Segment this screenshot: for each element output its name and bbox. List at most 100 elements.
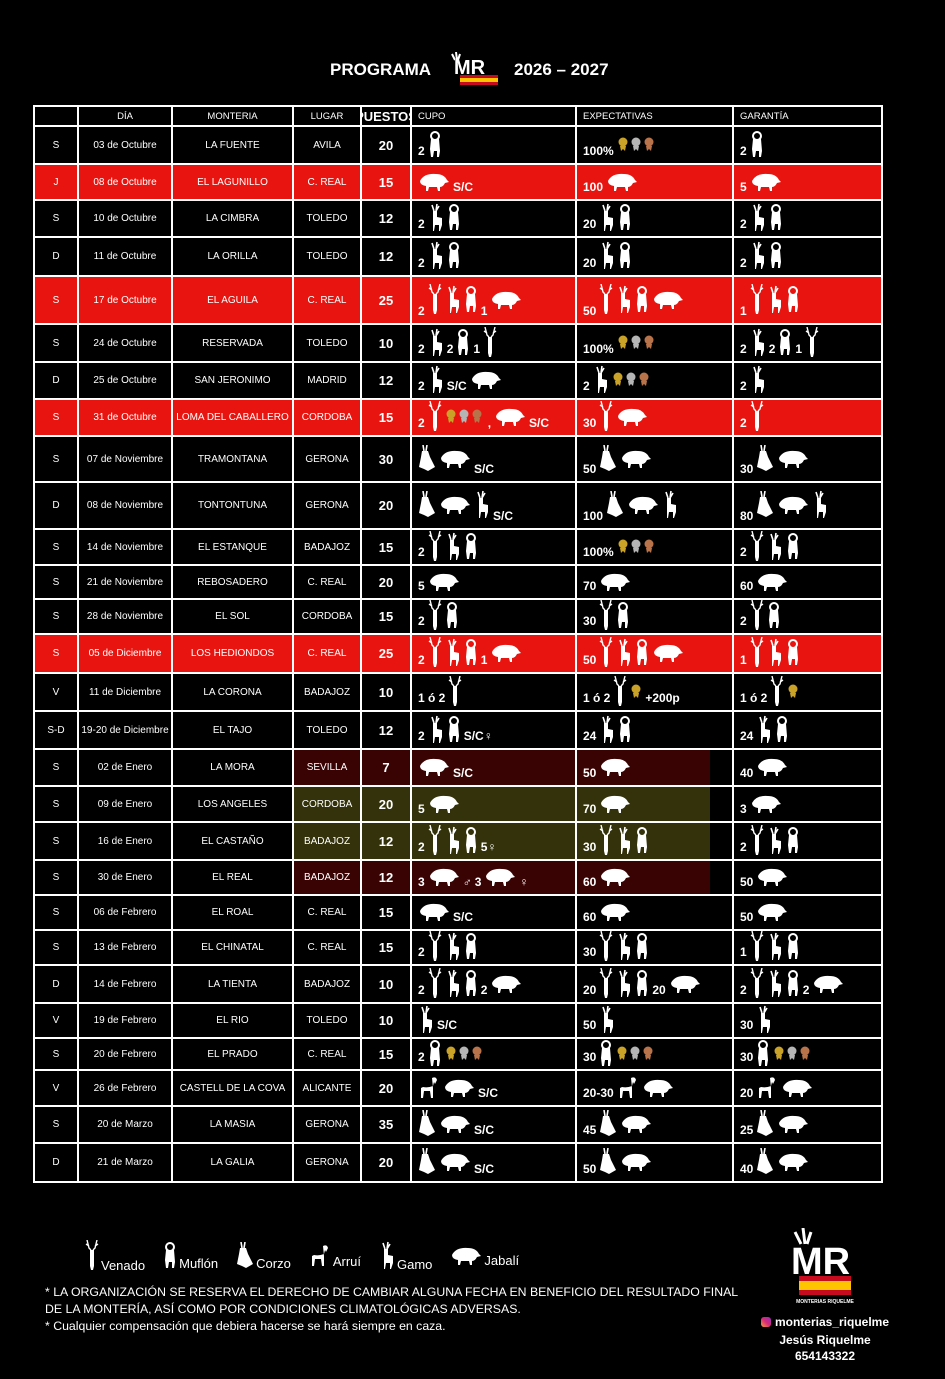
expectativas-cell: 100% <box>575 528 734 566</box>
muflon-icon <box>464 639 478 668</box>
gamo-icon <box>445 285 461 316</box>
jabali-icon <box>620 1113 652 1136</box>
jabali-icon <box>642 1077 674 1100</box>
table-row: S 17 de Octubre EL AGUILA C. REAL 25 2 1 50 1 <box>33 275 883 325</box>
monteria-cell: LA TIENTA <box>171 964 294 1004</box>
jabali-icon <box>418 756 450 779</box>
muflon-icon <box>778 328 792 358</box>
corzo-icon <box>236 1241 254 1271</box>
weekday-cell: S <box>33 199 79 238</box>
jabali-icon <box>470 369 502 392</box>
puestos-cell: 15 <box>360 528 412 566</box>
lugar-cell: C. REAL <box>292 564 362 600</box>
monteria-cell: EL CHINATAL <box>171 929 294 966</box>
garantia-cell: 2 <box>732 398 883 437</box>
monteria-cell: LOMA DEL CABALLERO <box>171 398 294 437</box>
cupo-cell: S/C <box>410 894 577 931</box>
weekday-cell: S <box>33 398 79 437</box>
monteria-cell: EL RIO <box>171 1002 294 1039</box>
puestos-cell: 15 <box>360 1037 412 1071</box>
puestos-cell: 10 <box>360 672 412 712</box>
muflon-icon <box>786 285 800 315</box>
gamo-icon <box>445 932 461 963</box>
venado-icon <box>750 931 764 964</box>
lugar-cell: BADAJOZ <box>292 821 362 861</box>
garantia-cell: 2 <box>732 361 883 400</box>
weekday-cell: D <box>33 236 79 277</box>
jabali-icon <box>756 901 788 924</box>
gamo-icon <box>379 1241 395 1272</box>
weekday-cell: S <box>33 564 79 600</box>
cell-text: 2 <box>418 304 425 318</box>
weekday-cell: S <box>33 1105 79 1144</box>
cell-text: 2 <box>583 379 590 393</box>
date-cell: 31 de Octubre <box>77 398 173 437</box>
cupo-cell: S/C <box>410 481 577 530</box>
cupo-cell: S/C <box>410 748 577 787</box>
puestos-cell: 30 <box>360 435 412 483</box>
jabali-icon <box>750 793 782 816</box>
svg-text:MR: MR <box>454 57 486 79</box>
garantia-cell: 60 <box>732 564 883 600</box>
gamo-icon <box>756 715 772 746</box>
cell-text: S/C <box>478 1086 499 1100</box>
muflon-icon <box>464 826 478 856</box>
gold-medal-icon <box>630 684 642 701</box>
cell-text: 50 <box>583 1018 597 1032</box>
brand-block: MR MONTERIAS RIQUELME monterias_riquelme… <box>755 1227 895 1363</box>
monteria-cell: CASTELL DE LA COVA <box>171 1069 294 1107</box>
cell-text: S/C <box>453 910 474 924</box>
expectativas-cell: 100% <box>575 125 734 165</box>
puestos-cell: 15 <box>360 598 412 635</box>
weekday-cell: S <box>33 929 79 966</box>
gamo-icon <box>767 532 783 563</box>
table-row: D 08 de Noviembre TONTONTUNA GERONA 20 S/C 100… <box>33 481 883 530</box>
lugar-cell: CORDOBA <box>292 598 362 635</box>
table-row: S 30 de Enero EL REAL BADAJOZ 12 3 ♂ 3 ♀ 60 50 <box>33 859 883 896</box>
table-row: S 14 de Noviembre EL ESTANQUE BADAJOZ 15 2 100… <box>33 528 883 566</box>
instagram-handle[interactable]: monterias_riquelme <box>755 1315 895 1329</box>
jabali-icon <box>439 494 471 517</box>
cell-text: 2 <box>740 983 747 997</box>
jabali-icon <box>652 289 684 312</box>
jabali-icon <box>781 1077 813 1100</box>
jabali-icon <box>599 756 631 779</box>
cell-text: 2 <box>740 342 747 356</box>
cell-text: 40 <box>740 1162 754 1176</box>
cell-text: 1 <box>473 342 481 356</box>
lugar-cell: C. REAL <box>292 1037 362 1071</box>
monteria-cell: EL PRADO <box>171 1037 294 1071</box>
gamo-icon <box>428 328 444 359</box>
monteria-cell: EL LAGUNILLO <box>171 163 294 201</box>
garantia-cell: 30 <box>732 1037 883 1071</box>
muflon-icon <box>635 639 649 668</box>
cell-text: 5♀ <box>480 840 497 854</box>
cell-text: 2 <box>740 614 747 628</box>
cell-text: 1 <box>740 304 747 318</box>
weekday-cell: S <box>33 633 79 674</box>
jabali-icon <box>599 571 631 594</box>
puestos-cell: 35 <box>360 1105 412 1144</box>
lugar-cell: MADRID <box>292 361 362 400</box>
cell-text: 2 <box>418 256 425 270</box>
date-cell: 14 de Febrero <box>77 964 173 1004</box>
muflon-icon <box>445 602 459 631</box>
species-legend: Venado Muflón Corzo Arruí Gamo Jabalí <box>85 1239 519 1273</box>
cell-text: S/C <box>474 1162 495 1176</box>
cell-text: 40 <box>740 766 754 780</box>
cell-text: 50 <box>583 1162 597 1176</box>
garantia-cell: 25 <box>732 1105 883 1144</box>
monteria-cell: SAN JERONIMO <box>171 361 294 400</box>
cell-text: 30 <box>583 416 597 430</box>
garantia-cell: 2 <box>732 528 883 566</box>
table-row: S 09 de Enero LOS ANGELES CORDOBA 20 5 70 3 <box>33 785 883 823</box>
medals-icon <box>773 1046 813 1063</box>
venado-icon <box>750 636 764 670</box>
cell-text: 5 <box>740 180 747 194</box>
cell-text: 50 <box>740 910 754 924</box>
expectativas-cell: 2 <box>575 361 734 400</box>
muflon-icon <box>767 602 781 631</box>
cell-text: 2 <box>418 217 425 231</box>
cell-text: 50 <box>583 653 597 667</box>
